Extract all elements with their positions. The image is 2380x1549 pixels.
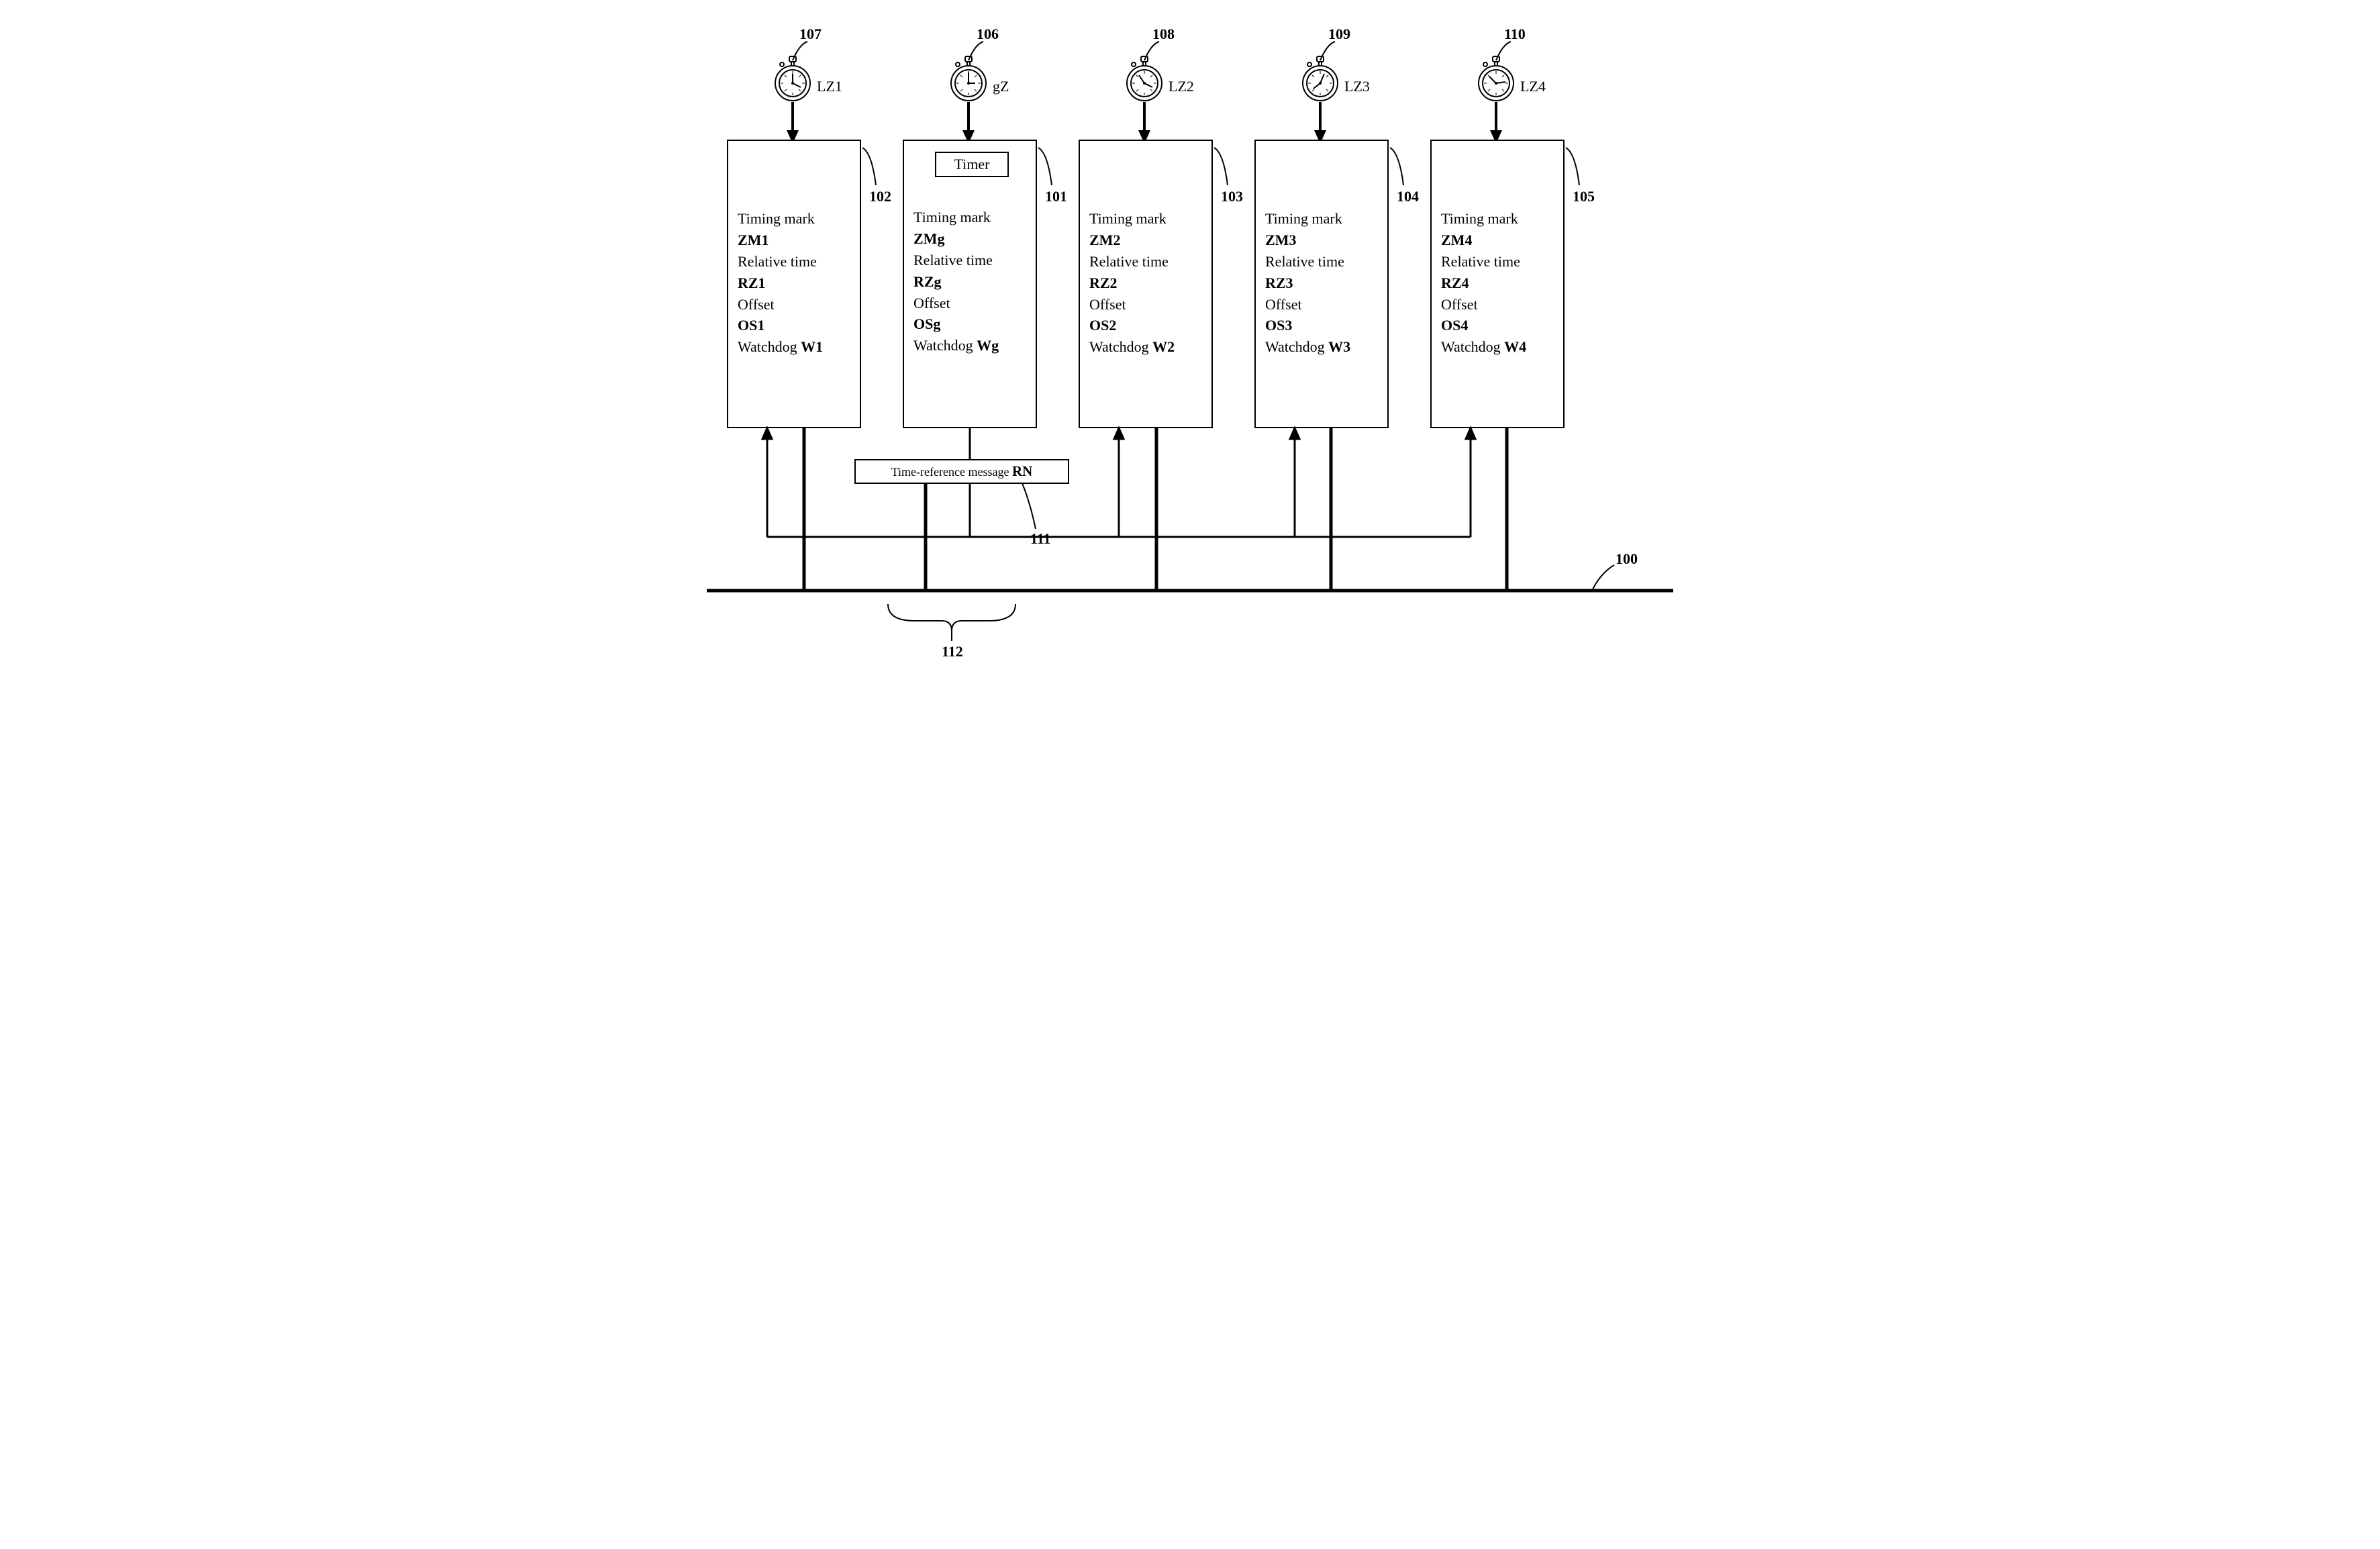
clock-arrow-stem <box>967 102 970 132</box>
timing-mark-label: Timing mark <box>1265 208 1382 230</box>
leader-103 <box>1211 146 1238 189</box>
offset-label: Offset <box>913 293 1030 314</box>
watchdog-label: Watchdog <box>1441 338 1501 355</box>
leader-106 <box>963 40 990 63</box>
ref-100: 100 <box>1616 550 1638 568</box>
offset-value: OSg <box>913 313 1030 335</box>
clock-tag-lz4: LZ4 <box>1520 78 1546 95</box>
leader-101 <box>1036 146 1062 189</box>
node-box-master: Timer Timing mark ZMg Relative time RZg … <box>903 140 1037 428</box>
offset-value: OS3 <box>1265 315 1382 336</box>
ref-102: 102 <box>869 188 891 205</box>
leader-110 <box>1491 40 1518 63</box>
offset-label: Offset <box>1089 294 1206 315</box>
watchdog-value: W1 <box>801 338 823 355</box>
node-box-1: Timing mark ZM1 Relative time RZ1 Offset… <box>727 140 861 428</box>
reltime-value: RZg <box>913 271 1030 293</box>
node-box-3: Timing mark ZM3 Relative time RZ3 Offset… <box>1254 140 1389 428</box>
watchdog-label: Watchdog <box>1265 338 1325 355</box>
ref-101: 101 <box>1045 188 1067 205</box>
offset-value: OS1 <box>738 315 854 336</box>
clock-tag-lz2: LZ2 <box>1169 78 1194 95</box>
timing-mark-value: ZM3 <box>1265 230 1382 251</box>
clock-tag-lz3: LZ3 <box>1344 78 1370 95</box>
clock-arrow-stem <box>791 102 794 132</box>
reltime-value: RZ4 <box>1441 272 1558 294</box>
watchdog-value: W2 <box>1152 338 1175 355</box>
clock-arrow-stem <box>1143 102 1146 132</box>
watchdog-label: Watchdog <box>913 337 973 354</box>
timing-mark-label: Timing mark <box>913 207 1030 228</box>
watchdog-value: W4 <box>1504 338 1526 355</box>
ref-105: 105 <box>1573 188 1595 205</box>
watchdog-label: Watchdog <box>738 338 797 355</box>
reltime-label: Relative time <box>1441 251 1558 272</box>
reltime-label: Relative time <box>1089 251 1206 272</box>
ref-112: 112 <box>942 643 963 660</box>
reltime-label: Relative time <box>1265 251 1382 272</box>
ref-104: 104 <box>1397 188 1419 205</box>
watchdog-label: Watchdog <box>1089 338 1149 355</box>
reltime-value: RZ1 <box>738 272 854 294</box>
timing-sync-diagram: 107 LZ1 106 gZ 108 LZ2 109 LZ3 110 LZ4 T… <box>687 13 1693 671</box>
time-ref-message-box: Time-reference message RN <box>854 459 1069 484</box>
clock-arrow-stem <box>1495 102 1497 132</box>
leader-104 <box>1387 146 1414 189</box>
leader-107 <box>787 40 814 63</box>
timing-mark-value: ZM4 <box>1441 230 1558 251</box>
msg-text: Time-reference message <box>891 465 1009 479</box>
ref-111: 111 <box>1030 530 1051 548</box>
clock-tag-lz1: LZ1 <box>817 78 842 95</box>
timing-mark-value: ZM2 <box>1089 230 1206 251</box>
timing-mark-label: Timing mark <box>1441 208 1558 230</box>
reltime-label: Relative time <box>913 250 1030 271</box>
offset-value: OS4 <box>1441 315 1558 336</box>
timing-mark-value: ZMg <box>913 228 1030 250</box>
reltime-value: RZ3 <box>1265 272 1382 294</box>
node-box-2: Timing mark ZM2 Relative time RZ2 Offset… <box>1079 140 1213 428</box>
offset-label: Offset <box>738 294 854 315</box>
offset-label: Offset <box>1441 294 1558 315</box>
ref-103: 103 <box>1221 188 1243 205</box>
watchdog-value: W3 <box>1328 338 1350 355</box>
offset-value: OS2 <box>1089 315 1206 336</box>
clock-tag-gz: gZ <box>993 78 1009 95</box>
watchdog-value: Wg <box>977 337 999 354</box>
reltime-label: Relative time <box>738 251 854 272</box>
timing-mark-label: Timing mark <box>738 208 854 230</box>
timing-mark-label: Timing mark <box>1089 208 1206 230</box>
timer-sub-box: Timer <box>935 152 1009 177</box>
leader-105 <box>1563 146 1590 189</box>
offset-label: Offset <box>1265 294 1382 315</box>
msg-code: RN <box>1012 463 1032 479</box>
leader-108 <box>1139 40 1166 63</box>
leader-109 <box>1315 40 1342 63</box>
leader-102 <box>860 146 887 189</box>
reltime-value: RZ2 <box>1089 272 1206 294</box>
timing-mark-value: ZM1 <box>738 230 854 251</box>
node-box-4: Timing mark ZM4 Relative time RZ4 Offset… <box>1430 140 1565 428</box>
clock-arrow-stem <box>1319 102 1322 132</box>
